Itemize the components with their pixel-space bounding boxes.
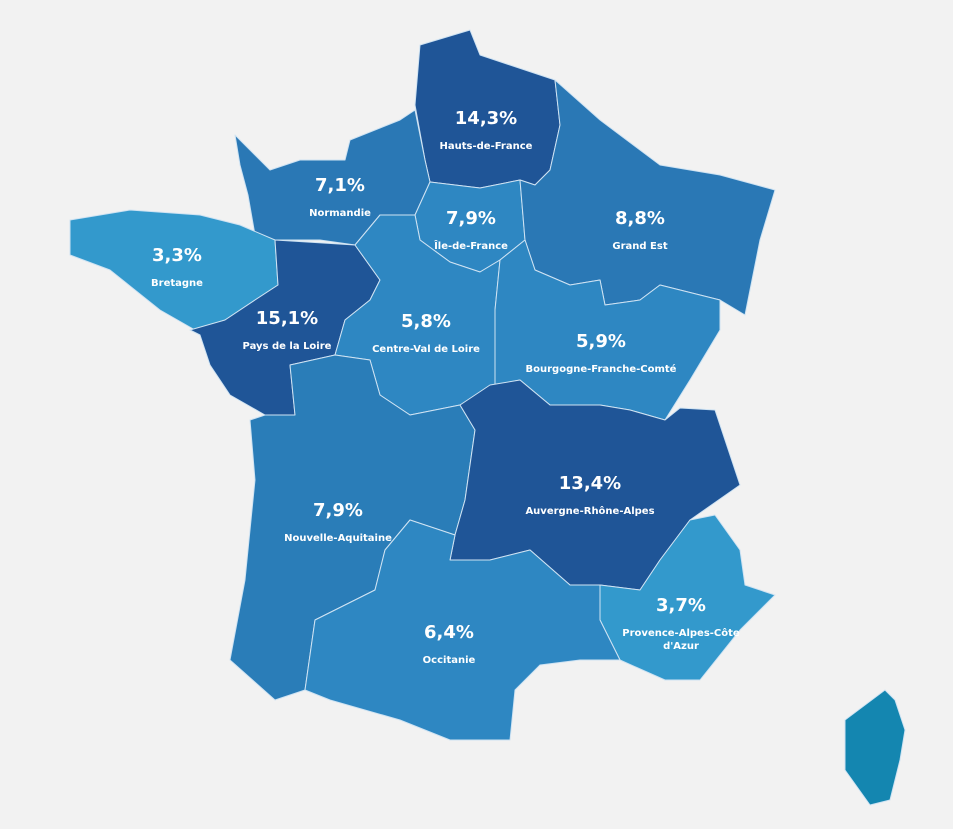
region-shape bbox=[599, 514, 776, 681]
region-value: 14,3% bbox=[455, 108, 517, 129]
region-value: 13,4% bbox=[559, 473, 621, 494]
region-name: Hauts-de-France bbox=[440, 141, 533, 152]
region-value: 7,9% bbox=[446, 208, 496, 229]
region-value: 5,8% bbox=[401, 311, 451, 332]
region-value: 5,9% bbox=[576, 331, 626, 352]
region-name: Grand Est bbox=[612, 241, 667, 252]
region-name: Bretagne bbox=[151, 278, 203, 289]
region-value: 3,7% bbox=[656, 595, 706, 616]
region-name: Auvergne-Rhône-Alpes bbox=[525, 505, 654, 517]
region-value: 3,3% bbox=[152, 245, 202, 266]
region-value: 7,1% bbox=[315, 175, 365, 196]
region-name: Nouvelle-Aquitaine bbox=[284, 533, 392, 544]
region-name: Normandie bbox=[309, 208, 371, 219]
region-name: Centre-Val de Loire bbox=[372, 344, 480, 355]
region-value: 6,4% bbox=[424, 622, 474, 643]
region-name: Pays de la Loire bbox=[243, 341, 332, 352]
region-name: Île-de-France bbox=[434, 239, 508, 252]
region-value: 8,8% bbox=[615, 208, 665, 229]
region-shape bbox=[304, 519, 621, 741]
region-name: Provence-Alpes-Côte d'Azur bbox=[622, 627, 740, 652]
labels: 14,3% Hauts-de-France 7,1% Normandie 7,9% Île… bbox=[151, 108, 740, 666]
region-name: Bourgogne-Franche-Comté bbox=[526, 363, 677, 375]
region-value: 7,9% bbox=[313, 500, 363, 521]
region-value: 15,1% bbox=[256, 308, 318, 329]
region-name: Occitanie bbox=[423, 655, 476, 666]
region-shape bbox=[844, 689, 906, 806]
